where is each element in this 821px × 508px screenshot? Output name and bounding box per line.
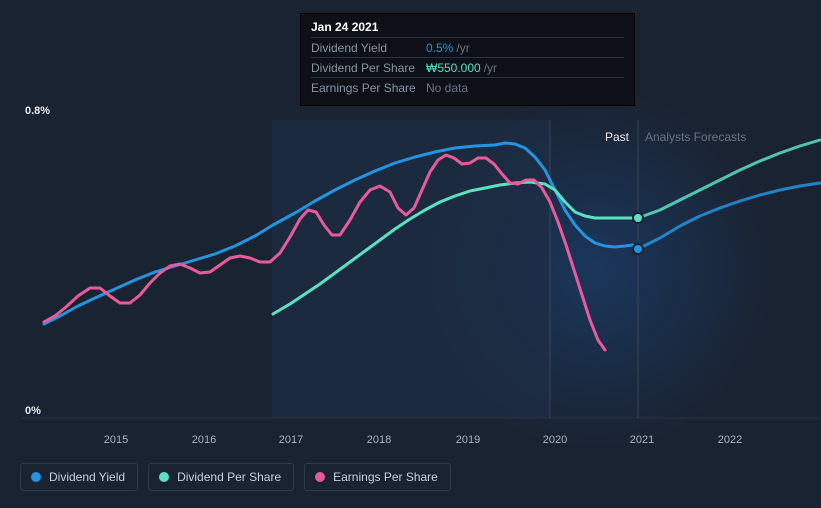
tooltip-row: Earnings Per ShareNo data bbox=[311, 77, 624, 97]
tooltip-row-label: Dividend Per Share bbox=[311, 61, 426, 75]
tooltip-row-label: Earnings Per Share bbox=[311, 81, 426, 95]
x-tick-label: 2018 bbox=[367, 434, 391, 446]
legend-dot-icon bbox=[315, 472, 325, 482]
legend-item-dividend-per-share[interactable]: Dividend Per Share bbox=[148, 463, 294, 491]
x-tick-label: 2017 bbox=[279, 434, 303, 446]
divider-label-past: Past bbox=[605, 130, 629, 144]
tooltip-date: Jan 24 2021 bbox=[311, 20, 624, 37]
legend-label: Earnings Per Share bbox=[333, 470, 438, 484]
legend-dot-icon bbox=[31, 472, 41, 482]
x-tick-label: 2020 bbox=[543, 434, 567, 446]
tooltip-row-value: ₩550.000/yr bbox=[426, 61, 497, 75]
tooltip-row-label: Dividend Yield bbox=[311, 41, 426, 55]
x-tick-label: 2016 bbox=[192, 434, 216, 446]
x-tick-label: 2021 bbox=[630, 434, 654, 446]
divider-label-forecast: Analysts Forecasts bbox=[645, 130, 746, 144]
tooltip-row: Dividend Per Share₩550.000/yr bbox=[311, 57, 624, 77]
legend-dot-icon bbox=[159, 472, 169, 482]
x-tick-label: 2015 bbox=[104, 434, 128, 446]
y-tick-label: 0.8% bbox=[25, 105, 50, 117]
legend-label: Dividend Per Share bbox=[177, 470, 281, 484]
chart-legend: Dividend Yield Dividend Per Share Earnings… bbox=[20, 463, 451, 491]
x-tick-label: 2019 bbox=[456, 434, 480, 446]
legend-item-dividend-yield[interactable]: Dividend Yield bbox=[20, 463, 138, 491]
tooltip-row: Dividend Yield0.5%/yr bbox=[311, 37, 624, 57]
y-tick-label: 0% bbox=[25, 405, 41, 417]
legend-item-earnings-per-share[interactable]: Earnings Per Share bbox=[304, 463, 451, 491]
legend-label: Dividend Yield bbox=[49, 470, 125, 484]
chart-tooltip: Jan 24 2021 Dividend Yield0.5%/yrDividen… bbox=[300, 13, 635, 106]
x-tick-label: 2022 bbox=[718, 434, 742, 446]
tooltip-row-value: No data bbox=[426, 81, 468, 95]
tooltip-row-value: 0.5%/yr bbox=[426, 41, 470, 55]
dividend-chart: 0.8%0% 20152016201720182019202020212022 … bbox=[0, 0, 821, 508]
